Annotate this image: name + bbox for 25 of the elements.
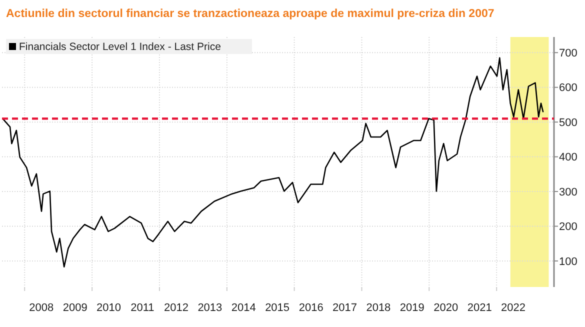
- y-tick-label: 200: [559, 221, 578, 234]
- x-tick-label: 2013: [198, 302, 222, 314]
- x-tick-label: 2010: [96, 302, 122, 314]
- x-tick-label: 2020: [434, 302, 458, 314]
- x-tick-label: 2021: [467, 302, 492, 314]
- x-tick-label: 2012: [164, 302, 188, 314]
- x-tick-label: 2022: [501, 302, 526, 314]
- x-tick-label: 2016: [298, 302, 324, 314]
- x-tick-label: 2018: [366, 302, 391, 314]
- x-tick-label: 2008: [29, 302, 54, 314]
- x-tick-label: 2014: [231, 302, 256, 314]
- y-tick-label: 400: [559, 152, 578, 164]
- x-tick-label: 2011: [130, 302, 154, 314]
- y-tick-label: 100: [559, 256, 578, 268]
- x-tick-label: 2019: [400, 302, 424, 314]
- y-tick-label: 500: [559, 116, 578, 129]
- x-tick-label: 2015: [265, 302, 290, 314]
- line-series: [2, 57, 544, 268]
- x-tick-label: 2009: [62, 302, 88, 314]
- y-tick-label: 600: [559, 82, 578, 94]
- y-tick-label: 300: [559, 186, 578, 198]
- chart-title: Actiunile din sectorul financiar se tranzactioneaza aproape de maximul pre-criza din 2007: [6, 8, 494, 20]
- legend-label: Financials Sector Level 1 Index - Last Price: [19, 41, 222, 53]
- y-tick-label: 700: [559, 47, 578, 60]
- x-tick-label: 2017: [332, 302, 358, 314]
